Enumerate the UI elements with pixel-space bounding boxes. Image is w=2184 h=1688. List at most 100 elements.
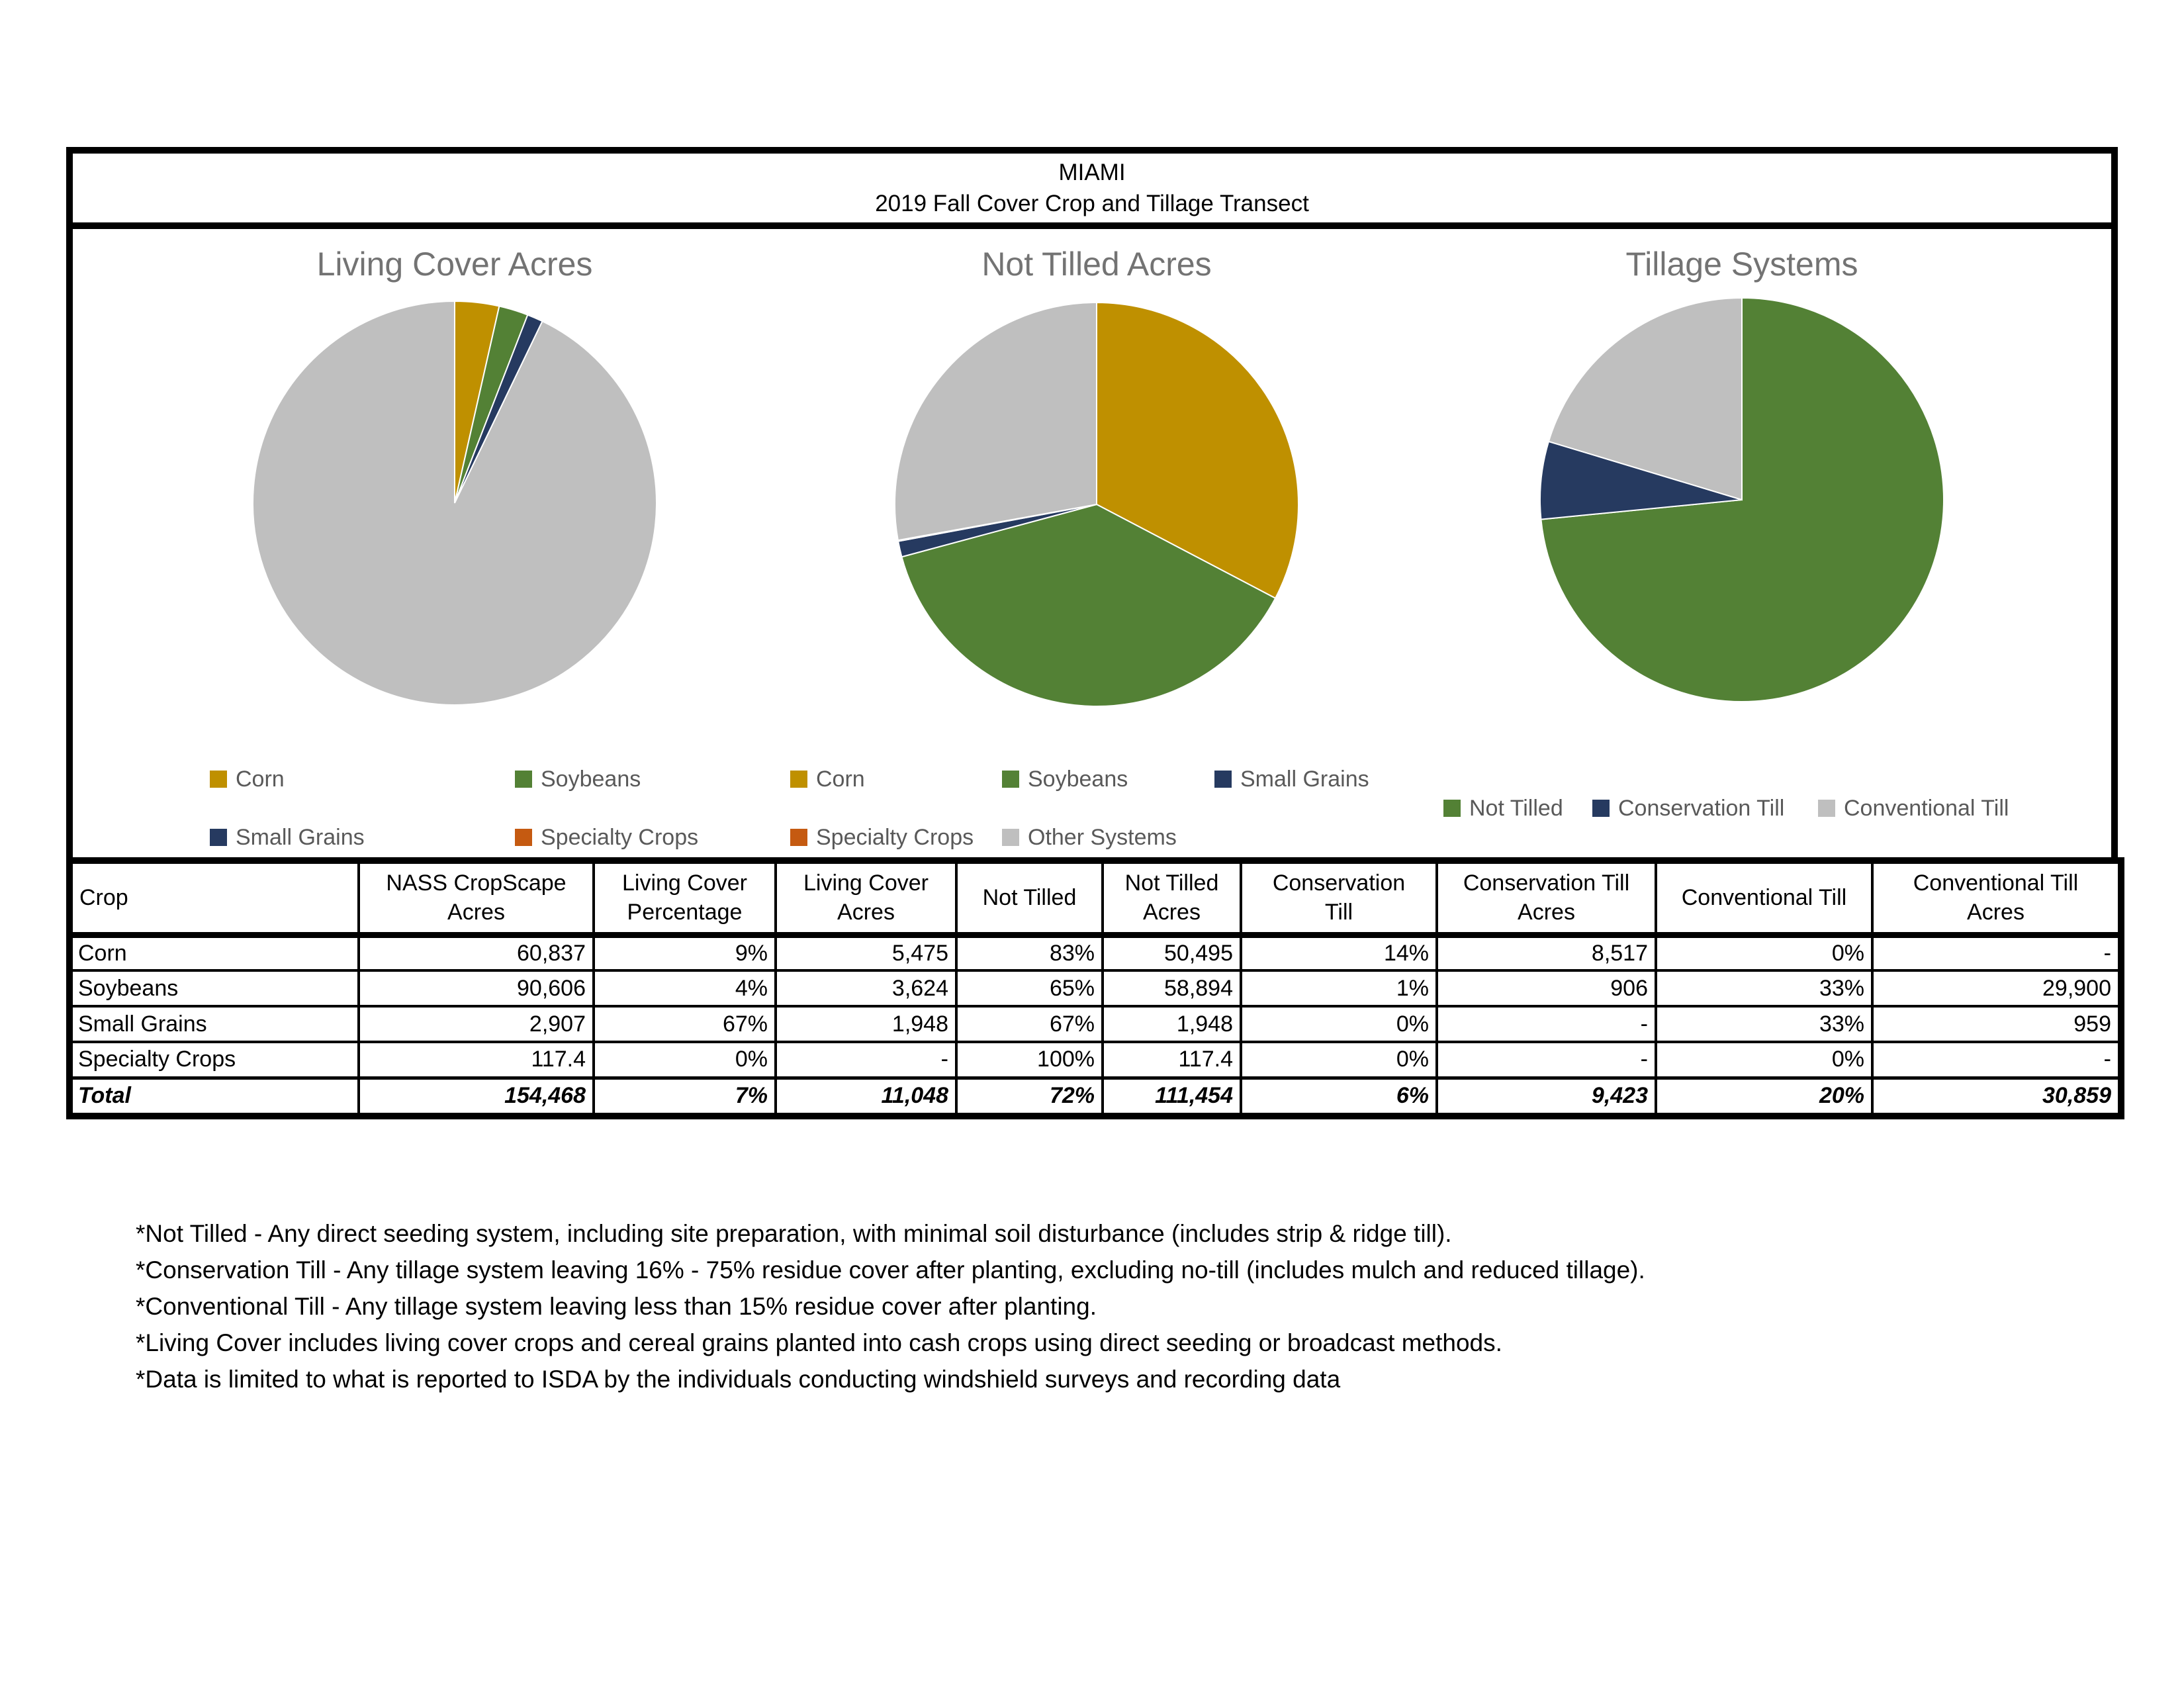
legend-label: Conventional Till (1844, 795, 2009, 821)
value-cell: 6% (1240, 1076, 1438, 1117)
legend-item-conservation-till: Conservation Till (1592, 796, 1818, 821)
value-cell: 154,468 (357, 1076, 595, 1117)
value-cell: 72% (955, 1076, 1104, 1117)
col-header-nass-cropscape-acres: NASS CropScape Acres (357, 859, 595, 938)
legend-row: Corn Soybeans Small Grains (790, 750, 1369, 808)
value-cell: - (1871, 933, 2122, 972)
value-cell: 2,907 (357, 1005, 595, 1043)
legend-row: Corn Soybeans (210, 750, 698, 808)
value-cell: - (774, 1041, 958, 1079)
legend-item-corn: Corn (210, 767, 515, 792)
legend-label: Soybeans (541, 766, 641, 792)
county-title: MIAMI (1058, 160, 1126, 185)
pie-chart-not-tilled-acres (894, 301, 1299, 707)
value-cell: 65% (955, 969, 1104, 1008)
legend-item-corn: Corn (790, 767, 1002, 792)
col-header-not-tilled-acres: Not Tilled Acres (1101, 859, 1242, 938)
legend-swatch-small-grains (210, 829, 227, 846)
pie-slice-conventional-till (1547, 297, 1743, 501)
value-cell: 50,495 (1101, 933, 1242, 972)
legend-swatch-other-systems (1002, 829, 1019, 846)
table-row-corn: Corn 60,837 9% 5,475 83% 50,495 14% 8,517 0% - (68, 933, 2122, 972)
value-cell: 83% (955, 933, 1104, 972)
crop-name-cell: Soybeans (68, 969, 360, 1008)
pie-slice-soybeans (901, 503, 1277, 707)
col-header-living-cover-percentage: Living Cover Percentage (592, 859, 777, 938)
value-cell: 4% (592, 969, 777, 1008)
legend-label: Conservation Till (1618, 795, 1785, 821)
legend-tillage-systems: Not Tilled Conservation Till Conventional … (1443, 779, 2009, 837)
legend-swatch-corn (210, 771, 227, 788)
value-cell: 67% (955, 1005, 1104, 1043)
footnote-line: *Conventional Till - Any tillage system … (136, 1293, 1097, 1320)
legend-swatch-specialty-crops (790, 829, 807, 846)
legend-item-small-grains: Small Grains (1214, 767, 1369, 792)
value-cell: 959 (1871, 1005, 2122, 1043)
value-cell: 58,894 (1101, 969, 1242, 1008)
legend-living-cover-acres: Corn Soybeans Small Grains Specialty Crops (210, 750, 698, 867)
table-header: Crop NASS CropScape Acres Living Cover Per… (68, 859, 2122, 938)
value-cell: 90,606 (357, 969, 595, 1008)
value-cell: 9,423 (1435, 1076, 1657, 1117)
legend-label: Small Grains (1240, 766, 1369, 792)
value-cell: 3,624 (774, 969, 958, 1008)
legend-swatch-soybeans (515, 771, 532, 788)
footnote-line: *Conservation Till - Any tillage system … (136, 1256, 1645, 1284)
value-cell: 100% (955, 1041, 1104, 1079)
table-row-specialty-crops: Specialty Crops 117.4 0% -100% 117.4 0% -0% - (68, 1041, 2122, 1079)
legend-not-tilled-acres: Corn Soybeans Small Grains Specialty Crops O… (790, 750, 1369, 867)
legend-row: Not Tilled Conservation Till Conventional … (1443, 779, 2009, 837)
value-cell: 5,475 (774, 933, 958, 972)
legend-label: Soybeans (1028, 766, 1128, 792)
value-cell: 9% (592, 933, 777, 972)
chart-title-living-cover-acres: Living Cover Acres (316, 246, 593, 283)
col-header-living-cover-acres: Living Cover Acres (774, 859, 958, 938)
pie-slice-corn (1096, 301, 1299, 600)
crop-name-cell: Corn (68, 933, 360, 972)
legend-swatch-not-tilled (1443, 800, 1461, 817)
value-cell: 117.4 (1101, 1041, 1242, 1079)
value-cell: 0% (1240, 1041, 1438, 1079)
legend-label: Specialty Crops (541, 824, 699, 850)
legend-swatch-conventional-till (1818, 800, 1835, 817)
legend-row: Small Grains Specialty Crops (210, 808, 698, 867)
pie-chart-living-cover-acres (252, 300, 657, 706)
value-cell: 117.4 (357, 1041, 595, 1079)
value-cell: 11,048 (774, 1076, 958, 1117)
col-header-conventional-till-acres: Conventional Till Acres (1871, 859, 2122, 938)
table-total-row: Total 154,468 7% 11,048 72% 111,454 6% 9,423 20%… (68, 1076, 2122, 1117)
value-cell: 906 (1435, 969, 1657, 1008)
value-cell: 1% (1240, 969, 1438, 1008)
value-cell: 0% (1655, 1041, 1874, 1079)
value-cell: - (1435, 1041, 1657, 1079)
legend-label: Corn (236, 766, 285, 792)
table-row-soybeans: Soybeans 90,606 4% 3,624 65% 58,894 1% 906 33% 29… (68, 969, 2122, 1008)
legend-item-specialty-crops: Specialty Crops (515, 825, 698, 851)
value-cell: 30,859 (1871, 1076, 2122, 1117)
pie-slice-conservation-till (1539, 440, 1743, 520)
col-header-conservation-till-acres: Conservation Till Acres (1435, 859, 1657, 938)
col-header-conventional-till: Conventional Till (1655, 859, 1874, 938)
value-cell: 1,948 (774, 1005, 958, 1043)
chart-title-not-tilled-acres: Not Tilled Acres (981, 246, 1212, 283)
legend-row: Specialty Crops Other Systems (790, 808, 1369, 867)
chart-title-tillage-systems: Tillage Systems (1625, 246, 1858, 283)
value-cell: 67% (592, 1005, 777, 1043)
value-cell: 14% (1240, 933, 1438, 972)
legend-label: Corn (816, 766, 865, 792)
legend-swatch-conservation-till (1592, 800, 1610, 817)
footnote-line: *Not Tilled - Any direct seeding system,… (136, 1220, 1452, 1247)
table-row-small-grains: Small Grains 2,907 67% 1,948 67% 1,948 0% -33% 9… (68, 1005, 2122, 1043)
legend-swatch-small-grains (1214, 771, 1232, 788)
crop-name-cell: Small Grains (68, 1005, 360, 1043)
col-header-not-tilled: Not Tilled (955, 859, 1104, 938)
legend-label: Small Grains (236, 824, 365, 850)
legend-label: Not Tilled (1469, 795, 1563, 821)
legend-item-conventional-till: Conventional Till (1818, 796, 2009, 821)
value-cell: 60,837 (357, 933, 595, 972)
value-cell: - (1871, 1041, 2122, 1079)
footnotes: *Not Tilled - Any direct seeding system,… (136, 1215, 1645, 1397)
legend-swatch-soybeans (1002, 771, 1019, 788)
value-cell: 33% (1655, 969, 1874, 1008)
